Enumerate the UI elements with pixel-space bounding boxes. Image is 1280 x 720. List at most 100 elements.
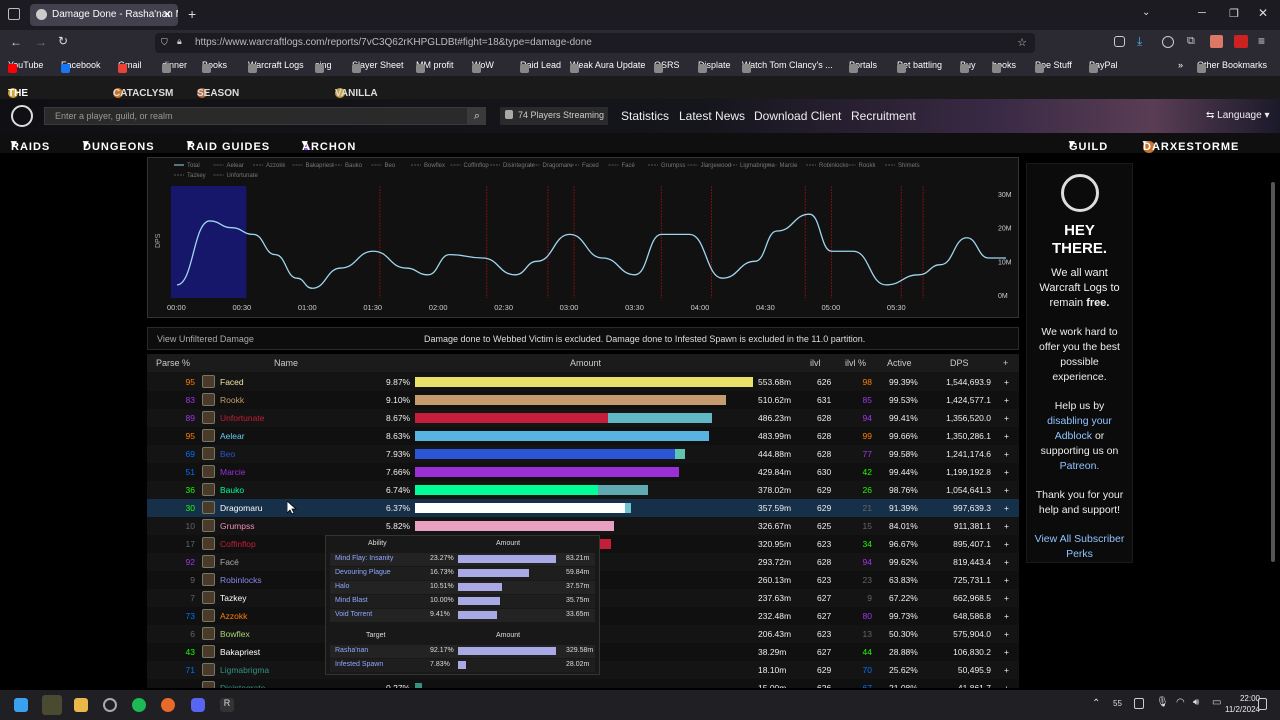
streaming-button[interactable]: 74 Players Streaming bbox=[500, 107, 608, 125]
forward-icon[interactable]: → bbox=[35, 35, 47, 49]
bookmark-item[interactable]: Weak Aura Update bbox=[570, 60, 645, 73]
bookmark-item[interactable]: WoW bbox=[472, 60, 494, 73]
new-tab-icon[interactable]: + bbox=[188, 6, 197, 22]
volume-icon[interactable]: 🔊︎ bbox=[1193, 697, 1200, 708]
legend-entry[interactable]: Shimets bbox=[898, 163, 920, 169]
player-name[interactable]: Dragomaru bbox=[220, 503, 263, 513]
player-name[interactable]: Coffinflop bbox=[220, 539, 256, 549]
bookmark-item[interactable]: Slayer Sheet bbox=[352, 60, 404, 73]
extension-badge-icon[interactable] bbox=[1234, 35, 1248, 48]
close-window-icon[interactable]: ✕ bbox=[1258, 6, 1269, 20]
table-row[interactable]: 36 Bauko 6.74% 378.02m 629 26 98.76% 1,054,641.… bbox=[147, 481, 1019, 499]
legend-entry[interactable]: Facé bbox=[622, 163, 636, 169]
subscriber-perks-link[interactable]: View All Subscriber Perks bbox=[1034, 533, 1125, 560]
tray-chevron-icon[interactable]: ⌃ bbox=[1092, 698, 1101, 709]
bookmark-item[interactable]: Gmail bbox=[118, 60, 142, 73]
search-icon[interactable]: ⌕ bbox=[468, 107, 486, 125]
legend-entry[interactable]: Unfortunate bbox=[227, 173, 259, 179]
table-row[interactable]: 83 Rookk 9.10% 510.62m 631 85 99.53% 1,424,577.… bbox=[147, 391, 1019, 409]
expand-row-button[interactable]: + bbox=[1004, 395, 1009, 405]
player-name[interactable]: Bowflex bbox=[220, 629, 250, 639]
col-name[interactable]: Name bbox=[274, 358, 299, 368]
clock-date[interactable]: 11/2/2024 bbox=[1225, 705, 1260, 714]
page-scrollbar[interactable] bbox=[1271, 182, 1275, 562]
battery-icon[interactable]: ▭ bbox=[1212, 697, 1222, 708]
wifi-icon[interactable]: ◠ bbox=[1176, 697, 1185, 708]
microphone-icon[interactable]: 🎙︎ bbox=[1156, 697, 1169, 708]
player-name[interactable]: Disintegrate bbox=[220, 683, 266, 688]
expand-row-button[interactable]: + bbox=[1004, 521, 1009, 531]
file-explorer-icon[interactable] bbox=[74, 698, 88, 712]
legend-entry[interactable]: Bauko bbox=[345, 163, 363, 169]
bookmarks-overflow-icon[interactable]: » bbox=[1178, 60, 1184, 70]
raiderio-icon[interactable]: R bbox=[220, 698, 234, 712]
account-icon[interactable] bbox=[1162, 36, 1174, 48]
col-ilvl-pct[interactable]: ilvl % bbox=[845, 358, 867, 368]
clock-time[interactable]: 22:00 bbox=[1239, 694, 1260, 703]
table-row[interactable]: 69 Beo 7.93% 444.88m 628 77 99.58% 1,241,174.6 + bbox=[147, 445, 1019, 463]
bookmark-item[interactable]: Buy bbox=[960, 60, 976, 73]
extensions-icon[interactable]: ⧉ bbox=[1187, 35, 1195, 47]
player-name[interactable]: Faced bbox=[220, 377, 244, 387]
back-icon[interactable]: ← bbox=[10, 35, 22, 49]
bookmark-star-icon[interactable]: ☆ bbox=[1017, 37, 1027, 49]
expand-row-button[interactable]: + bbox=[1004, 467, 1009, 477]
tab-overview-icon[interactable] bbox=[8, 8, 20, 20]
recruitment-link[interactable]: Recruitment bbox=[851, 109, 916, 123]
legend-entry[interactable]: Marcie bbox=[780, 163, 799, 169]
search-input[interactable]: Enter a player, guild, or realm bbox=[44, 107, 468, 125]
discord-icon[interactable] bbox=[191, 698, 205, 712]
expand-row-button[interactable]: + bbox=[1004, 683, 1009, 688]
lock-icon[interactable]: 🔒︎ bbox=[177, 36, 182, 46]
nav-user[interactable]: DARXESTORME ▾ bbox=[1143, 137, 1238, 153]
expand-row-button[interactable]: + bbox=[1004, 593, 1009, 603]
legend-entry[interactable]: Rookk bbox=[859, 163, 877, 169]
shield-icon[interactable]: ⛉ bbox=[161, 37, 168, 47]
patreon-link[interactable]: Patreon. bbox=[1059, 460, 1100, 472]
table-row[interactable]: Disintegrate 0.27% 15.00m 626 67 21.08% 41,861… bbox=[147, 679, 1019, 688]
bookmark-item[interactable]: Warcraft Logs bbox=[248, 60, 304, 73]
legend-entry[interactable]: Azzokk bbox=[266, 163, 286, 169]
bookmark-item[interactable]: Other Bookmarks bbox=[1197, 60, 1267, 73]
bookmark-item[interactable]: MM profit bbox=[416, 60, 454, 73]
expand-row-button[interactable]: + bbox=[1004, 539, 1009, 549]
bookmark-item[interactable]: Portals bbox=[849, 60, 877, 73]
sticky-notes-icon[interactable] bbox=[42, 695, 62, 715]
nav-guild[interactable]: GUILD ▾ bbox=[1069, 138, 1109, 153]
col-dps[interactable]: DPS bbox=[950, 358, 969, 368]
expand-row-button[interactable]: + bbox=[1004, 647, 1009, 657]
player-name[interactable]: Grumpss bbox=[220, 521, 255, 531]
view-unfiltered-link[interactable]: View Unfiltered Damage bbox=[157, 334, 254, 344]
player-name[interactable]: Aelear bbox=[220, 431, 245, 441]
close-tab-icon[interactable]: ✕ bbox=[162, 9, 172, 21]
tray-badge[interactable]: 55 bbox=[1113, 699, 1122, 708]
bookmark-item[interactable]: Displate bbox=[698, 60, 731, 73]
expand-row-button[interactable]: + bbox=[1004, 377, 1009, 387]
selected-range[interactable] bbox=[171, 186, 247, 298]
firefox-icon[interactable] bbox=[161, 698, 175, 712]
list-tabs-icon[interactable]: ⌄ bbox=[1142, 7, 1151, 18]
table-row[interactable]: 30 Dragomaru 6.37% 357.59m 629 21 91.39% 997,63… bbox=[147, 499, 1019, 517]
app-icon[interactable] bbox=[103, 698, 117, 712]
table-row[interactable]: 95 Faced 9.87% 553.68m 626 98 99.39% 1,544,693.… bbox=[147, 373, 1019, 391]
expand-row-button[interactable]: + bbox=[1004, 611, 1009, 621]
nav-dungeons[interactable]: DUNGEONS ▾ bbox=[83, 138, 155, 153]
player-name[interactable]: Azzokk bbox=[220, 611, 248, 621]
legend-entry[interactable]: Beo bbox=[385, 163, 396, 169]
menu-icon[interactable]: ≡ bbox=[1258, 34, 1266, 48]
reload-icon[interactable]: ↻ bbox=[58, 34, 69, 48]
player-name[interactable]: Facé bbox=[220, 557, 239, 567]
windows-start-icon[interactable] bbox=[14, 698, 28, 712]
bookmark-item[interactable]: dinner bbox=[162, 60, 187, 73]
latest-news-link[interactable]: Latest News bbox=[679, 109, 746, 123]
extension-fox-icon[interactable] bbox=[1210, 35, 1223, 48]
series-line-total[interactable] bbox=[176, 213, 1006, 289]
col-add[interactable]: + bbox=[1003, 358, 1009, 368]
tray-app-icon[interactable] bbox=[1134, 698, 1144, 709]
legend-entry[interactable]: Faced bbox=[582, 163, 599, 169]
player-name[interactable]: Tazkey bbox=[220, 593, 247, 603]
legend-entry[interactable]: Disintegrate bbox=[503, 163, 536, 169]
player-name[interactable]: Unfortunate bbox=[220, 413, 265, 423]
table-row[interactable]: 10 Grumpss 5.82% 326.67m 625 15 84.01% 911,381.… bbox=[147, 517, 1019, 535]
warcraftlogs-logo-icon[interactable] bbox=[11, 105, 33, 127]
